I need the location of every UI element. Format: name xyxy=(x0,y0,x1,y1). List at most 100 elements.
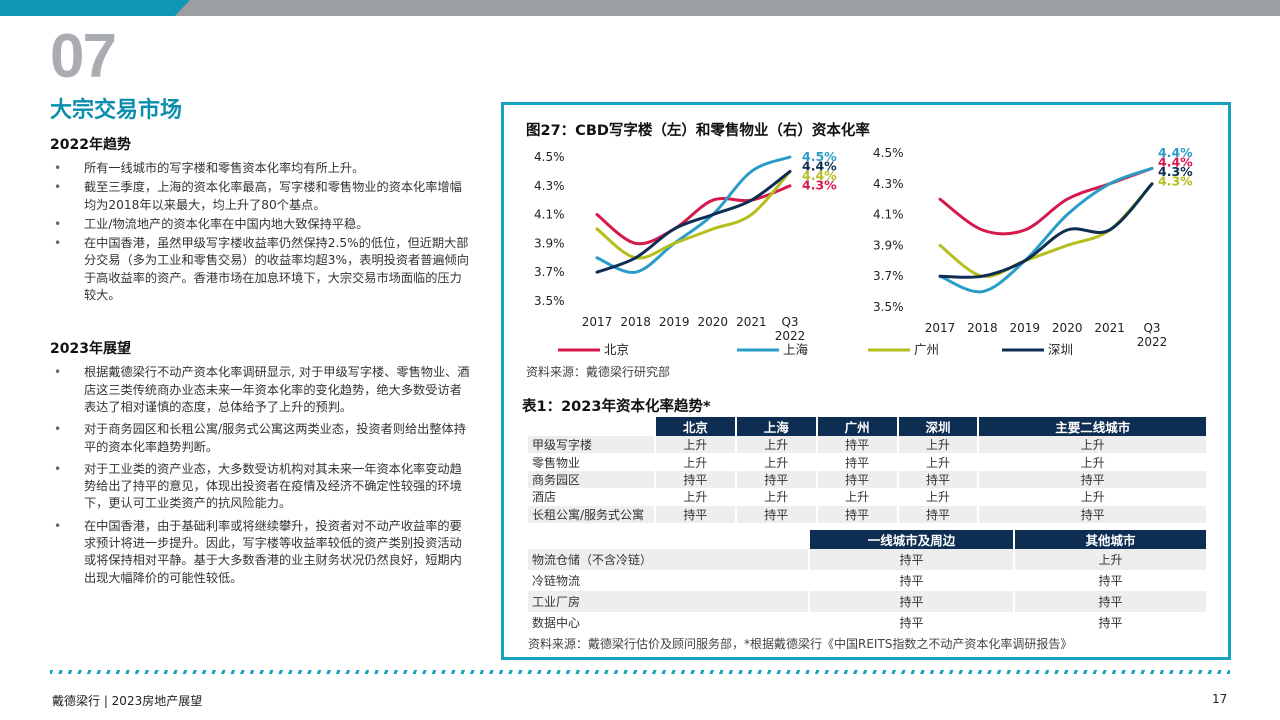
row-label: 冷链物流 xyxy=(526,570,809,591)
x-tick-label: 2020 xyxy=(1052,321,1083,335)
y-tick-label: 4.3% xyxy=(534,179,565,193)
end-value-label: 4.3% xyxy=(1158,174,1193,189)
table-header-row: 一线城市及周边 其他城市 xyxy=(527,530,1206,549)
table-cell: 上升 xyxy=(977,488,1206,506)
y-tick-label: 3.5% xyxy=(873,300,904,314)
trend-bullet: • 工业/物流地产的资本化率在中国内地大致保持平稳。 xyxy=(54,216,369,231)
end-value-label: 4.4% xyxy=(1158,155,1193,170)
x-tick-label: 2019 xyxy=(659,315,690,329)
row-label: 甲级写字楼 xyxy=(526,436,655,454)
trend-bullet: • 所有一线城市的写字楼和零售资本化率均有所上升。 xyxy=(54,161,365,175)
table-cell: 上升 xyxy=(654,436,736,454)
end-value-label: 4.4% xyxy=(1158,145,1193,160)
table-header-row: 北京 上海 广州 深圳 主要二线城市 xyxy=(527,417,1206,436)
table-cell: 上升 xyxy=(734,488,817,506)
header-shanghai: 上海 xyxy=(734,417,817,436)
outlook-bullet: • 对于工业类的资产业态，大多数受访机构对其未来一年资本化率变动趋势给出了持平的意… xyxy=(54,461,462,511)
table-cell: 持平 xyxy=(1013,591,1206,612)
table-row: 工业厂房 持平 持平 xyxy=(526,591,1206,612)
series-line-上海 xyxy=(938,166,1154,294)
series-line-上海 xyxy=(595,155,792,274)
table-cell: 持平 xyxy=(896,470,979,489)
table-cell: 上升 xyxy=(977,453,1206,471)
table-cell: 持平 xyxy=(815,436,898,454)
table-cell: 上升 xyxy=(1013,549,1206,570)
x-tick-label: 2017 xyxy=(582,315,613,329)
top-band xyxy=(0,0,1280,16)
x-tick-label: 2022 xyxy=(1137,335,1168,349)
outlook-heading: 2023年展望 xyxy=(50,341,131,358)
top-accent-tab xyxy=(0,0,190,16)
industrial-trend-table: 一线城市及周边 其他城市 物流仓储（不含冷链） 持平 上升 冷链物流 持平 持平… xyxy=(526,530,1206,633)
table-row: 冷链物流 持平 持平 xyxy=(526,570,1206,591)
table-cell: 持平 xyxy=(808,591,1014,612)
table-cell: 持平 xyxy=(977,505,1206,523)
y-tick-label: 4.3% xyxy=(873,177,904,191)
y-tick-label: 3.9% xyxy=(534,236,565,250)
table-row: 零售物业 上升 上升 持平 上升 上升 xyxy=(526,453,1206,471)
table-cell: 持平 xyxy=(808,612,1014,633)
row-label: 零售物业 xyxy=(526,453,655,471)
header-beijing: 北京 xyxy=(654,417,736,436)
end-value-label: 4.3% xyxy=(1158,164,1193,179)
table-title: 表1：2023年资本化率趋势* xyxy=(522,399,711,415)
x-tick-label: 2020 xyxy=(698,315,729,329)
table-row: 长租公寓/服务式公寓 持平 持平 持平 持平 持平 xyxy=(526,505,1206,523)
header-blank xyxy=(527,530,809,549)
header-blank xyxy=(527,417,655,436)
footer-divider xyxy=(50,670,1230,674)
series-line-广州 xyxy=(595,169,792,260)
table-cell: 持平 xyxy=(734,505,817,523)
table-cell: 持平 xyxy=(815,505,898,523)
y-tick-label: 3.7% xyxy=(873,269,904,283)
row-label: 酒店 xyxy=(526,488,655,506)
trends-heading: 2022年趋势 xyxy=(50,137,131,153)
table-row: 甲级写字楼 上升 上升 持平 上升 上升 xyxy=(526,436,1206,454)
table-source: 资料来源：戴德梁行估价及顾问服务部，*根据戴德梁行《中国REITS指数之不动产资… xyxy=(528,637,1073,651)
trend-bullet: • 在中国香港，虽然甲级写字楼收益率仍然保持2.5%的低位，但近期大部分交易（多为… xyxy=(54,236,469,303)
x-tick-label: 2022 xyxy=(775,329,806,343)
table-row: 物流仓储（不含冷链） 持平 上升 xyxy=(526,549,1206,570)
y-tick-label: 4.1% xyxy=(534,208,565,222)
end-value-label: 4.4% xyxy=(802,159,837,174)
x-tick-label: 2019 xyxy=(1010,321,1041,335)
y-tick-label: 3.5% xyxy=(534,294,565,308)
table-row: 数据中心 持平 持平 xyxy=(526,612,1206,633)
x-tick-label: 2018 xyxy=(967,321,998,335)
x-tick-label: Q3 xyxy=(781,315,798,329)
row-label: 数据中心 xyxy=(526,612,809,633)
x-tick-label: 2018 xyxy=(620,315,651,329)
header-guangzhou: 广州 xyxy=(815,417,898,436)
table-cell: 上升 xyxy=(896,488,979,506)
legend-label: 深圳 xyxy=(1048,342,1073,357)
table-cell: 持平 xyxy=(808,549,1014,570)
header-shenzhen: 深圳 xyxy=(896,417,979,436)
table-cell: 上升 xyxy=(734,453,817,471)
table-cell: 上升 xyxy=(977,436,1206,454)
y-tick-label: 4.5% xyxy=(534,150,565,164)
outlook-bullet: • 对于商务园区和长租公寓/服务式公寓这两类业态，投资者则给出整体持平的资本化率趋… xyxy=(54,422,466,454)
y-tick-label: 3.9% xyxy=(873,238,904,252)
section-number: 07 xyxy=(50,22,117,91)
row-label: 物流仓储（不含冷链） xyxy=(526,549,809,570)
series-line-深圳 xyxy=(938,182,1154,279)
footer-brand: 戴德梁行 | 2023房地产展望 xyxy=(52,694,203,708)
y-tick-label: 4.5% xyxy=(873,146,904,160)
table-cell: 持平 xyxy=(1013,612,1206,633)
table-cell: 上升 xyxy=(896,453,979,471)
table-cell: 持平 xyxy=(977,470,1206,489)
header-other-cities: 其他城市 xyxy=(1013,530,1206,549)
cap-rate-charts: 3.5% 3.7% 3.9% 4.1% 4.3% 4.5% 2017 2018 2019 2020… xyxy=(534,145,1193,357)
y-tick-label: 3.7% xyxy=(534,265,565,279)
x-tick-label: 2017 xyxy=(925,321,956,335)
outlook-bullets: • 根据戴德梁行不动产资本化率调研显示, 对于甲级写字楼、零售物业、酒店这三类传统… xyxy=(50,364,470,587)
table-cell: 上升 xyxy=(734,436,817,454)
legend-label: 北京 xyxy=(604,342,629,357)
header-tier1-surrounding: 一线城市及周边 xyxy=(808,530,1014,549)
y-tick-label: 4.1% xyxy=(873,208,904,222)
table-cell: 持平 xyxy=(654,470,736,489)
outlook-bullet: • 根据戴德梁行不动产资本化率调研显示, 对于甲级写字楼、零售物业、酒店这三类传统… xyxy=(54,365,470,414)
figure-source: 资料来源：戴德梁行研究部 xyxy=(526,365,671,379)
figure-panel: 图27：CBD写字楼（左）和零售物业（右）资本化率 3.5% 3.7% 3.9% 4.… xyxy=(501,102,1231,660)
table-cell: 上升 xyxy=(896,436,979,454)
